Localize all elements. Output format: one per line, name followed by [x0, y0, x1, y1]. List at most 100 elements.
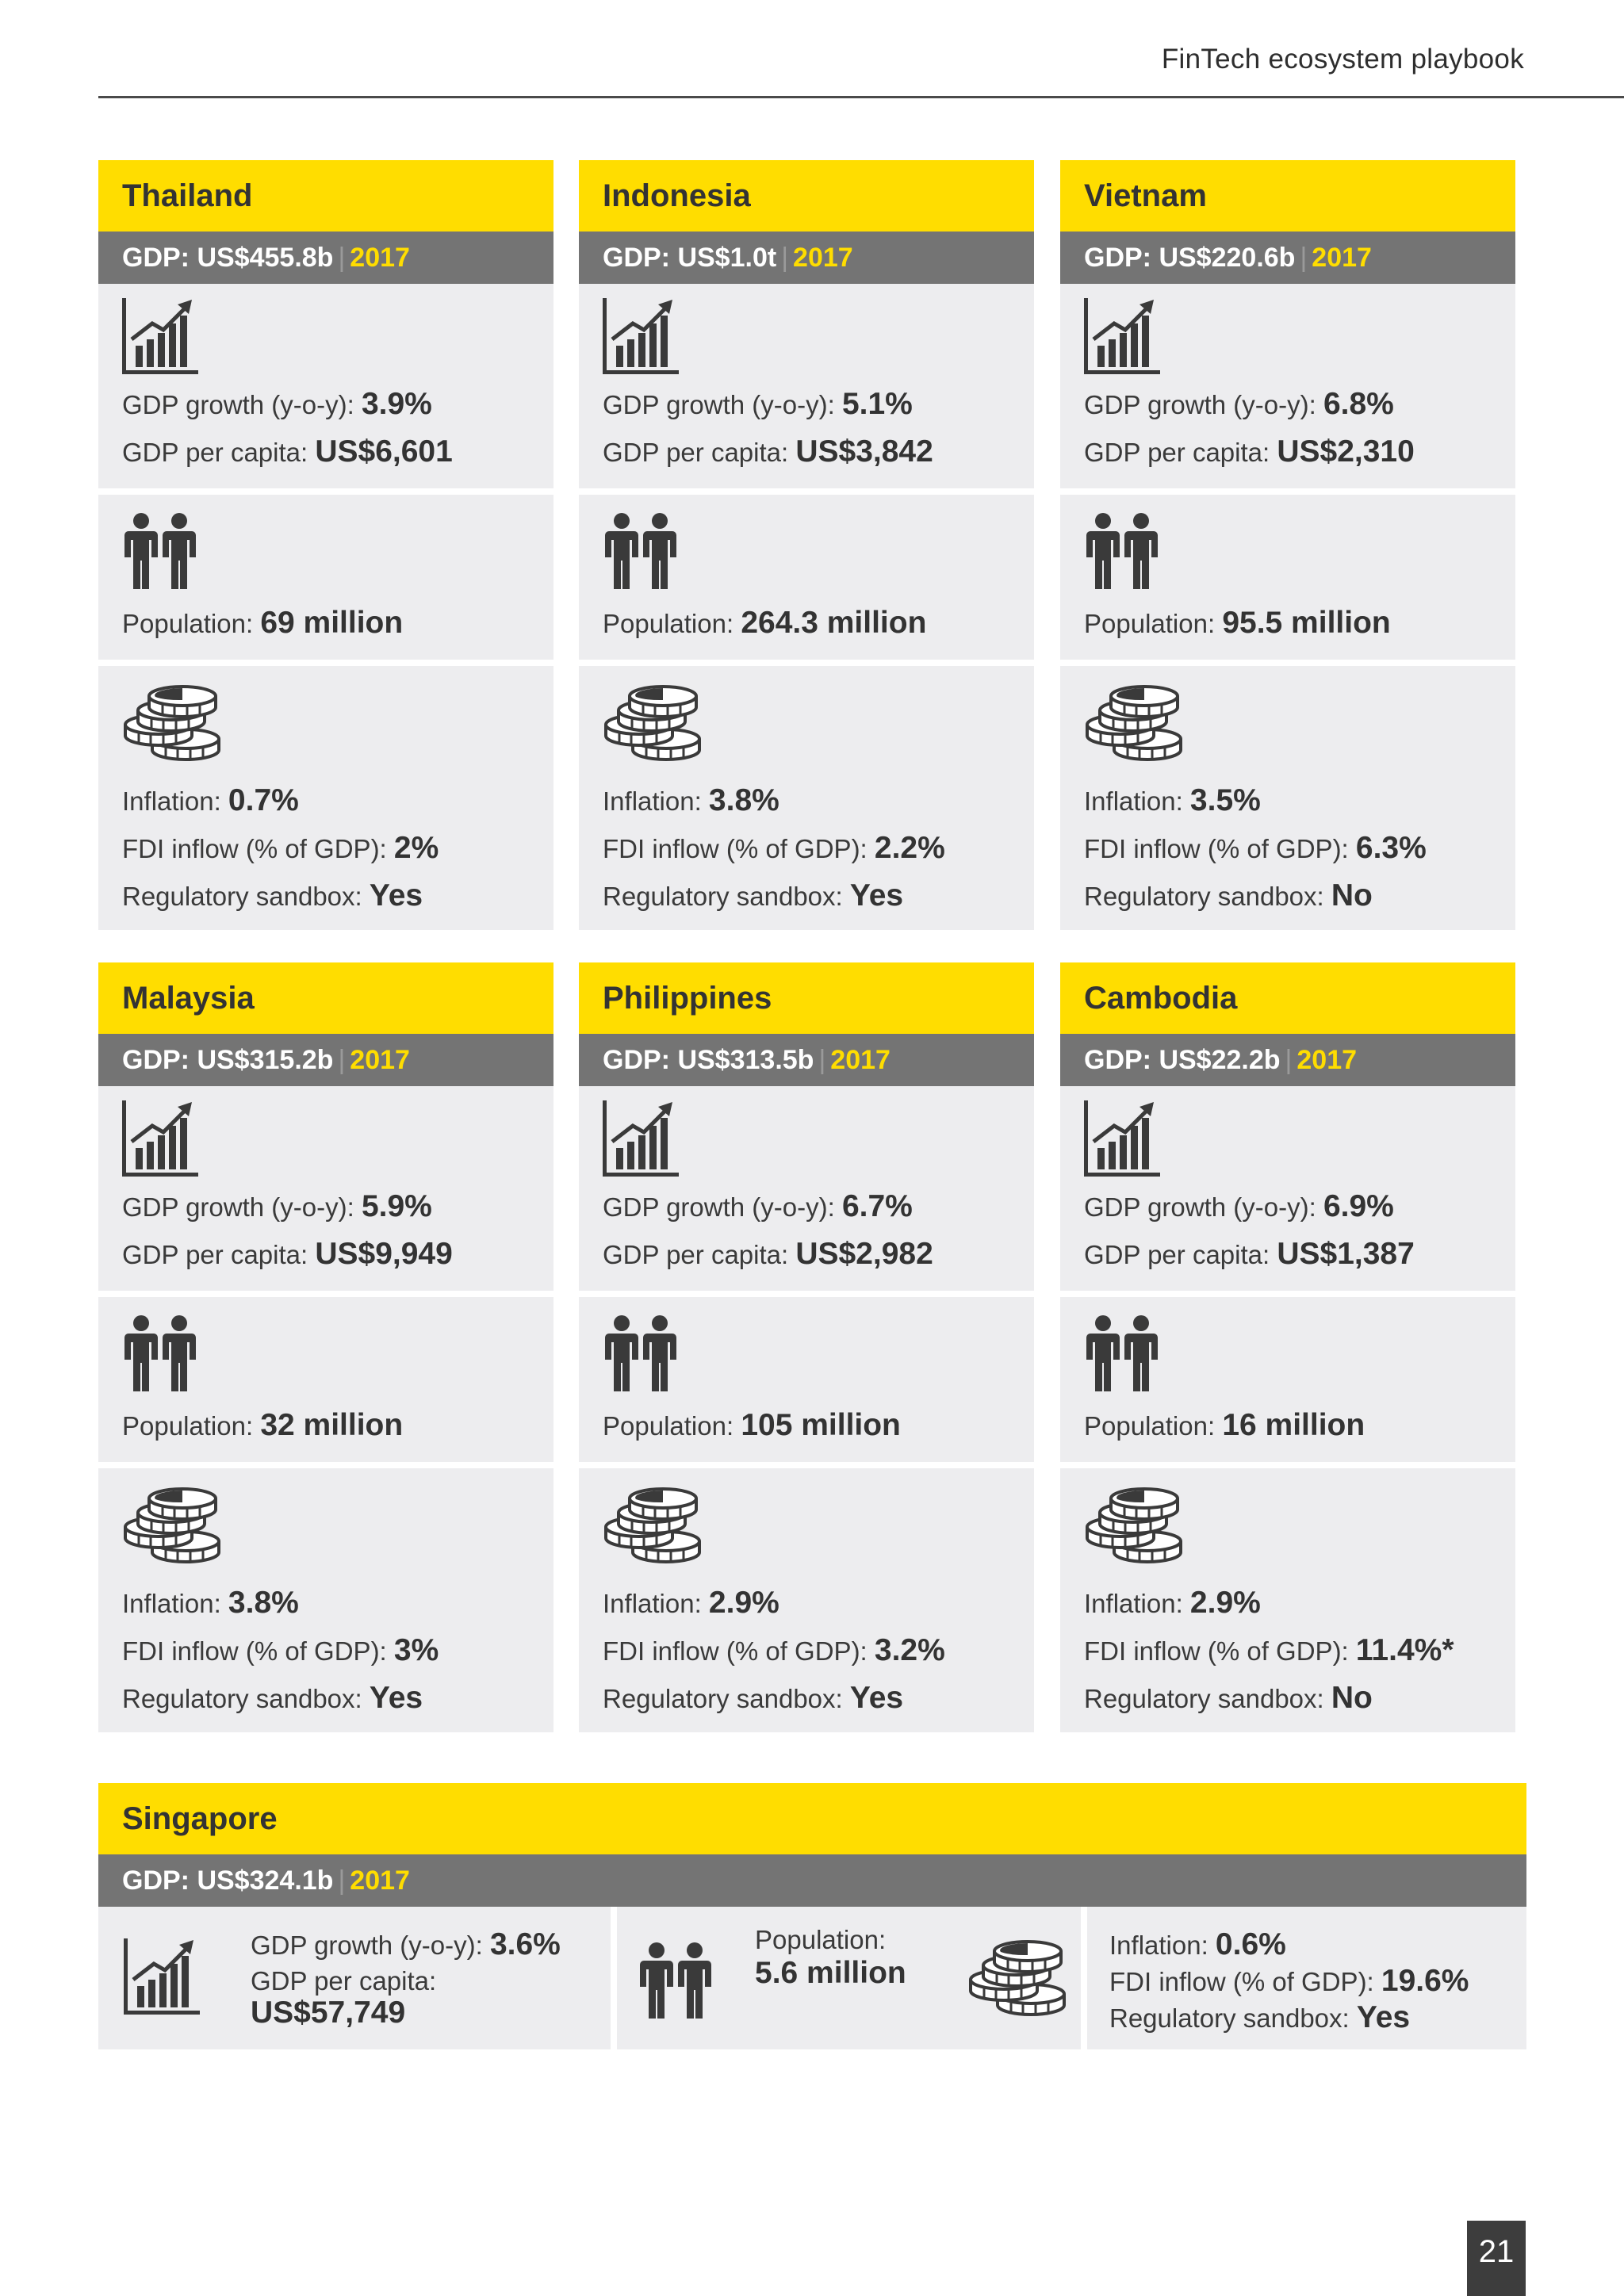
population-value: 32 million: [260, 1408, 404, 1442]
gdp-value: GDP: US$1.0t: [603, 243, 777, 273]
fdi-value: 19.6%: [1381, 1964, 1469, 1998]
gdp-growth-value: 3.6%: [489, 1927, 561, 1961]
fdi-line: FDI inflow (% of GDP): 2%: [122, 831, 439, 866]
inflation-label: Inflation:: [1084, 1589, 1190, 1618]
gdp-per-capita-value: US$6,601: [315, 434, 453, 469]
population-value: 95.5 million: [1222, 606, 1391, 640]
inflation-line: Inflation: 3.5%: [1084, 783, 1261, 818]
gdp-per-capita-label: GDP per capita:: [251, 1966, 437, 1996]
gdp-bar: GDP: US$324.1b | 2017: [98, 1854, 1526, 1907]
gdp-growth-value: 5.9%: [361, 1189, 432, 1223]
gdp-separator: |: [781, 243, 789, 273]
gdp-per-capita-line: GDP per capita: US$6,601: [122, 434, 453, 469]
sandbox-value: No: [1331, 878, 1373, 913]
economy-panel: GDP growth (y-o-y): 5.9% GDP per capita: …: [98, 1086, 553, 1291]
country-card-cambodia: Cambodia GDP: US$22.2b | 2017 GDP growth (y-…: [1060, 962, 1515, 1732]
gdp-per-capita-value: US$9,949: [315, 1237, 453, 1271]
gdp-bar: GDP: US$22.2b | 2017: [1060, 1034, 1515, 1086]
sandbox-label: Regulatory sandbox:: [122, 1684, 370, 1713]
sandbox-line: Regulatory sandbox: Yes: [603, 1681, 903, 1716]
gdp-growth-value: 5.1%: [841, 387, 913, 421]
finance-panel: Inflation: 2.9% FDI inflow (% of GDP): 11…: [1060, 1468, 1515, 1732]
fdi-label: FDI inflow (% of GDP):: [603, 1636, 875, 1666]
economy-panel: GDP growth (y-o-y): 3.6% GDP per capita:…: [98, 1907, 611, 2049]
population-value: 5.6 million: [755, 1956, 906, 1990]
gdp-bar: GDP: US$220.6b | 2017: [1060, 232, 1515, 284]
gdp-per-capita-value: US$57,749: [251, 1996, 406, 2030]
coins-icon: [967, 1940, 1074, 2023]
population-panel: Population: 69 million: [98, 495, 553, 660]
gdp-year: 2017: [830, 1045, 891, 1075]
gdp-value: GDP: US$455.8b: [122, 243, 334, 273]
population-line: Population: 264.3 million: [603, 606, 926, 641]
population-line: Population: 95.5 million: [1084, 606, 1391, 641]
gdp-growth-line: GDP growth (y-o-y): 6.8%: [1084, 387, 1394, 422]
inflation-value: 2.9%: [1189, 1586, 1261, 1620]
inflation-line: Inflation: 2.9%: [603, 1586, 779, 1621]
inflation-line: Inflation: 3.8%: [603, 783, 779, 818]
gdp-value: GDP: US$22.2b: [1084, 1045, 1281, 1075]
gdp-value: GDP: US$315.2b: [122, 1045, 334, 1075]
inflation-value: 0.7%: [228, 783, 299, 817]
people-icon: [1084, 512, 1163, 595]
economy-panel: GDP growth (y-o-y): 5.1% GDP per capita: …: [579, 284, 1034, 488]
gdp-growth-label: GDP growth (y-o-y):: [251, 1931, 490, 1960]
bar-chart-growth-icon: [1084, 1100, 1160, 1181]
country-name: Singapore: [98, 1783, 1526, 1854]
gdp-bar: GDP: US$1.0t | 2017: [579, 232, 1034, 284]
gdp-per-capita-line: GDP per capita: US$9,949: [122, 1237, 453, 1272]
gdp-per-capita-line: GDP per capita: US$2,982: [603, 1237, 933, 1272]
bar-chart-growth-icon: [603, 298, 679, 378]
gdp-growth-line: GDP growth (y-o-y): 5.1%: [603, 387, 913, 422]
sandbox-value: Yes: [849, 878, 904, 913]
population-panel: Population: 16 million: [1060, 1297, 1515, 1462]
gdp-growth-line: GDP growth (y-o-y): 3.9%: [122, 387, 432, 422]
fdi-line: FDI inflow (% of GDP): 3%: [122, 1633, 439, 1668]
gdp-year: 2017: [350, 1866, 410, 1896]
fdi-line: FDI inflow (% of GDP): 6.3%: [1084, 831, 1427, 866]
population-value: 69 million: [260, 606, 404, 640]
population-label: Population:: [1084, 609, 1223, 638]
gdp-growth-label: GDP growth (y-o-y):: [122, 390, 362, 419]
fdi-value: 2%: [393, 831, 439, 865]
fdi-label: FDI inflow (% of GDP):: [122, 1636, 394, 1666]
coins-icon: [1084, 685, 1190, 768]
singapore-stats: GDP growth (y-o-y): 3.6% GDP per capita:…: [98, 1907, 1526, 2049]
country-card-vietnam: Vietnam GDP: US$220.6b | 2017 GDP growth (y-…: [1060, 160, 1515, 930]
bar-chart-growth-icon: [122, 298, 198, 378]
fdi-line: FDI inflow (% of GDP): 2.2%: [603, 831, 945, 866]
sandbox-line: Regulatory sandbox: Yes: [1109, 2000, 1410, 2036]
finance-panel: Inflation: 3.8% FDI inflow (% of GDP): 2.…: [579, 666, 1034, 930]
bar-chart-growth-icon: [603, 1100, 679, 1181]
gdp-bar: GDP: US$313.5b | 2017: [579, 1034, 1034, 1086]
inflation-label: Inflation:: [122, 786, 228, 816]
people-icon: [122, 1314, 201, 1398]
country-name: Vietnam: [1060, 160, 1515, 232]
population-panel: Population: 5.6 million: [617, 1907, 1081, 2049]
gdp-separator: |: [338, 1045, 346, 1075]
economy-panel: GDP growth (y-o-y): 6.8% GDP per capita: …: [1060, 284, 1515, 488]
fdi-label: FDI inflow (% of GDP):: [1109, 1967, 1381, 1996]
inflation-line: Inflation: 3.8%: [122, 1586, 299, 1621]
gdp-separator: |: [1300, 243, 1308, 273]
population-line: Population: 16 million: [1084, 1408, 1365, 1443]
finance-panel: Inflation: 2.9% FDI inflow (% of GDP): 3.…: [579, 1468, 1034, 1732]
gdp-growth-label: GDP growth (y-o-y):: [603, 390, 842, 419]
country-name: Cambodia: [1060, 962, 1515, 1034]
gdp-per-capita-value-line: US$57,749: [251, 1996, 405, 2031]
gdp-bar: GDP: US$315.2b | 2017: [98, 1034, 553, 1086]
population-label: Population:: [603, 609, 741, 638]
sandbox-line: Regulatory sandbox: Yes: [122, 878, 423, 913]
fdi-line: FDI inflow (% of GDP): 11.4%*: [1084, 1633, 1454, 1668]
finance-panel: Inflation: 3.5% FDI inflow (% of GDP): 6.…: [1060, 666, 1515, 930]
fdi-value: 3.2%: [874, 1633, 945, 1667]
fdi-label: FDI inflow (% of GDP):: [122, 834, 394, 863]
gdp-year: 2017: [350, 1045, 410, 1075]
fdi-label: FDI inflow (% of GDP):: [1084, 1636, 1356, 1666]
sandbox-label: Regulatory sandbox:: [1084, 882, 1331, 911]
country-card-philippines: Philippines GDP: US$313.5b | 2017 GDP growth…: [579, 962, 1034, 1732]
header-divider: [98, 96, 1624, 98]
gdp-bar: GDP: US$455.8b | 2017: [98, 232, 553, 284]
country-card-indonesia: Indonesia GDP: US$1.0t | 2017 GDP growth (y-…: [579, 160, 1034, 930]
gdp-growth-line: GDP growth (y-o-y): 5.9%: [122, 1189, 432, 1224]
